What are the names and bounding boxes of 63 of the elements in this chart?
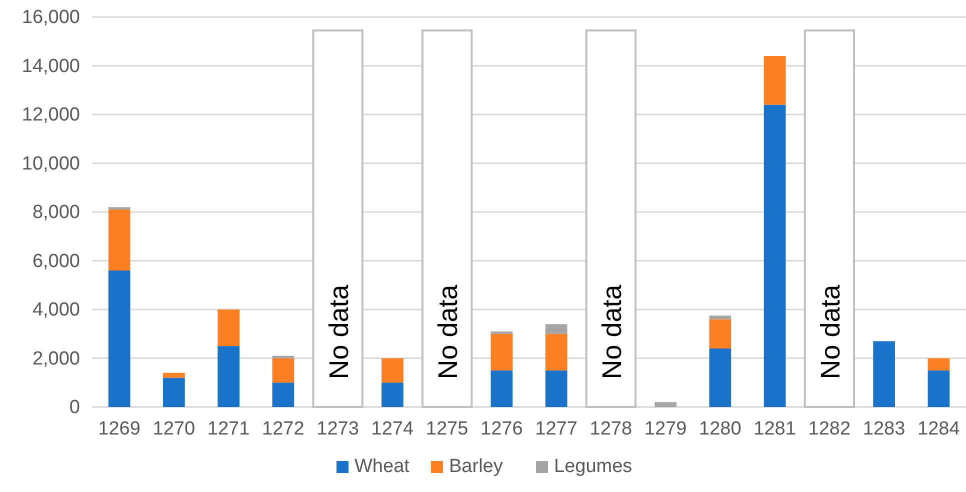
bar [585, 29, 637, 408]
bar [873, 341, 895, 407]
bar [272, 382, 294, 407]
bar [108, 207, 130, 210]
data-label: No data [815, 284, 846, 380]
bar [163, 372, 185, 378]
y-tick-label: 10,000 [22, 153, 80, 174]
data-label: No data [433, 284, 464, 380]
x-tick-label: 1271 [207, 418, 250, 440]
bar [490, 334, 513, 370]
legend-label: Wheat [354, 456, 410, 477]
x-tick-label: 1276 [480, 418, 523, 440]
bar [928, 358, 950, 370]
bar [312, 29, 364, 408]
x-tick-label: 1281 [754, 418, 796, 440]
bar [272, 356, 294, 358]
bar [709, 316, 732, 320]
x-tick-label: 1279 [644, 418, 687, 440]
bar [804, 29, 856, 408]
bar [490, 331, 513, 334]
bar [545, 324, 568, 334]
x-tick-label: 1274 [371, 418, 414, 440]
x-tick-label: 1283 [862, 418, 906, 440]
legend-label: Legumes [554, 456, 632, 477]
y-tick-label: 0 [69, 397, 80, 418]
bar [421, 29, 473, 408]
bar [108, 210, 130, 270]
data-label: No data [324, 284, 354, 380]
bar [709, 319, 732, 348]
x-tick-label: 1275 [426, 418, 468, 440]
y-tick-label: 14,000 [22, 56, 80, 77]
bar [382, 358, 404, 383]
x-tick-label: 1282 [808, 418, 851, 440]
x-tick-label: 1280 [699, 418, 742, 440]
bar [163, 378, 185, 407]
bar [654, 402, 676, 407]
bar [545, 334, 568, 370]
legend-label: Barley [449, 456, 504, 477]
x-tick-label: 1273 [316, 418, 359, 440]
y-tick-label: 12,000 [22, 104, 80, 126]
x-tick-label: 1277 [535, 418, 578, 440]
bar [764, 56, 786, 105]
y-tick-label: 2,000 [32, 348, 80, 370]
x-tick-label: 1272 [262, 418, 304, 440]
data-label: No data [596, 284, 627, 380]
bar [490, 370, 513, 407]
bar [709, 348, 732, 407]
x-tick-label: 1278 [590, 418, 632, 440]
y-tick-label: 8,000 [32, 202, 80, 224]
x-tick-label: 1284 [918, 418, 960, 440]
bar [545, 370, 568, 407]
bar [272, 358, 294, 383]
y-tick-label: 4,000 [32, 300, 80, 321]
y-tick-label: 16,000 [22, 7, 80, 28]
x-tick-label: 1269 [98, 418, 140, 440]
bar [382, 382, 404, 407]
bar [108, 270, 130, 407]
bar [218, 346, 240, 407]
bar [928, 370, 950, 407]
y-tick-label: 6,000 [32, 250, 80, 272]
x-tick-label: 1270 [152, 418, 196, 440]
bar [218, 310, 240, 346]
bar [764, 104, 786, 407]
